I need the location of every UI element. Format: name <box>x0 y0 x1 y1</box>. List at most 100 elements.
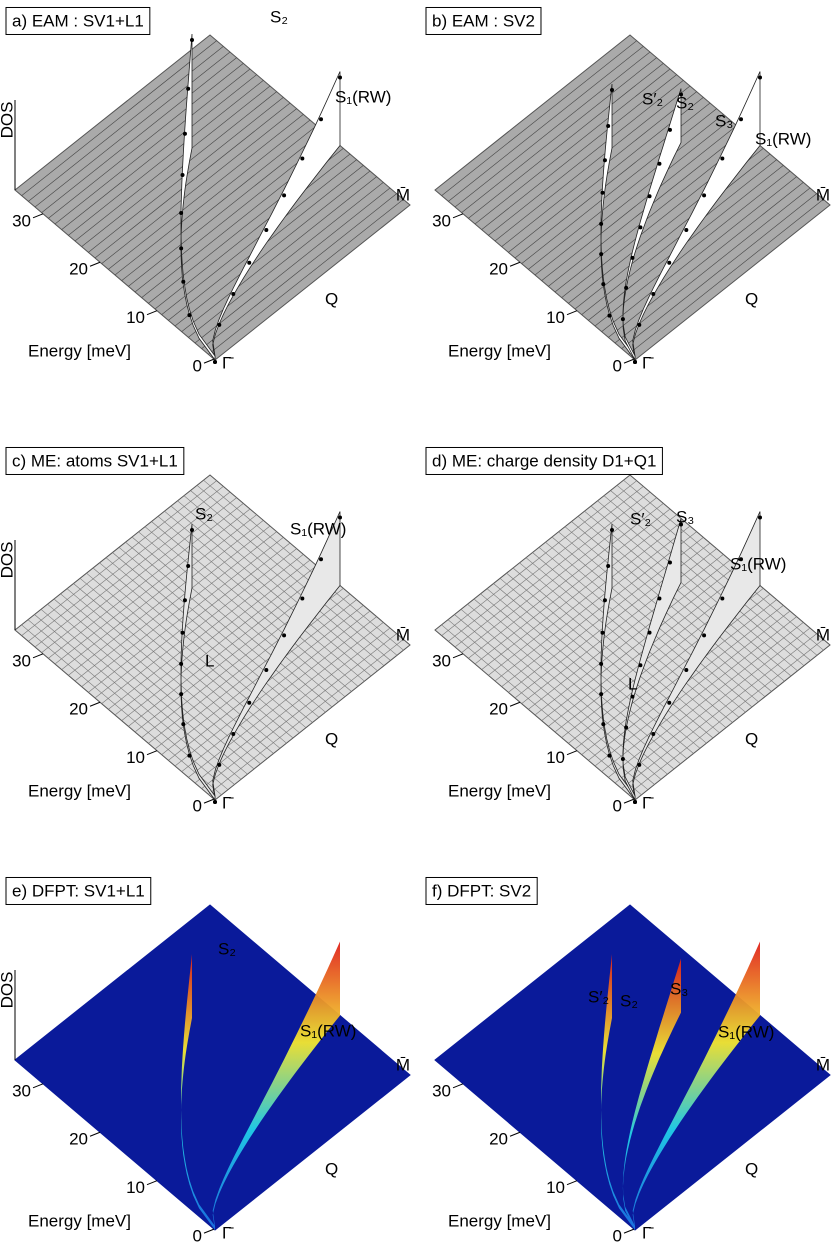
floor-line <box>594 170 791 327</box>
panel-label-box <box>425 446 663 475</box>
data-dot <box>651 292 656 297</box>
floor-line <box>614 187 811 344</box>
floor-line <box>92 567 294 739</box>
floor-line <box>40 609 242 780</box>
floor-line <box>616 485 818 656</box>
ridge <box>212 71 341 361</box>
panel: f) DFPT: SV2 30 20 10 0 Energy [meV] Q M̄ Γ̄ S′₂ S… <box>425 876 831 1246</box>
data-dot <box>181 722 186 727</box>
energy-tick-label: 20 <box>69 260 88 279</box>
floor-line <box>138 531 339 703</box>
energy-tick-label: 30 <box>432 211 451 230</box>
gamma-label: Γ̄ <box>222 353 234 372</box>
energy-tick-label: 30 <box>432 1081 451 1100</box>
floor-line <box>597 500 798 672</box>
energy-tick-label: 20 <box>69 700 88 719</box>
peak-label: S′₂ <box>588 987 609 1006</box>
data-dot <box>702 633 707 638</box>
ridge <box>632 71 761 361</box>
data-dot <box>720 156 725 161</box>
floor-line <box>60 593 261 765</box>
floor-line <box>112 552 313 723</box>
floor-line <box>118 547 320 718</box>
floor-line <box>53 598 255 770</box>
energy-tick-label: 0 <box>613 797 622 816</box>
energy-tick-label: 20 <box>489 1130 508 1149</box>
q-label: Q <box>325 729 338 748</box>
floor-line <box>448 46 644 202</box>
data-dot <box>610 88 614 92</box>
panel: c) ME: atoms SV1+L1 DOS 30 20 10 0 Energy [meV… <box>0 446 411 816</box>
panel-label: b) EAM : SV2 <box>432 11 535 30</box>
floor-line <box>480 593 681 765</box>
data-dot <box>638 663 643 668</box>
energy-tick-label: 30 <box>432 651 451 670</box>
data-dot <box>181 279 186 284</box>
floor-line <box>467 603 668 775</box>
data-dot <box>651 732 656 737</box>
data-dot <box>182 131 187 136</box>
floor-line <box>86 572 287 744</box>
floor-line <box>538 547 740 718</box>
floor <box>14 904 411 1231</box>
data-dot <box>190 528 194 532</box>
data-dot <box>179 661 184 666</box>
peak-label: S′₂ <box>642 89 663 108</box>
panel: e) DFPT: SV1+L1 DOS 30 20 10 0 Energy [meV] Q M̄… <box>0 876 411 1246</box>
floor-line <box>481 74 677 230</box>
energy-tick-label: 0 <box>193 797 202 816</box>
floor-line <box>512 567 714 739</box>
gamma-label: Γ̄ <box>642 793 654 812</box>
floor-line <box>541 125 737 281</box>
peak-label: S₂ <box>620 991 638 1010</box>
floor-line <box>493 583 694 754</box>
peak-label: S₃ <box>676 507 694 526</box>
ridge <box>180 33 216 362</box>
floor-line <box>151 521 352 692</box>
data-dot <box>657 161 662 166</box>
floor-line <box>460 609 662 780</box>
data-dot <box>231 732 236 737</box>
energy-tick <box>203 358 215 364</box>
data-dot <box>667 560 672 565</box>
data-dot <box>630 255 635 260</box>
floor-line <box>74 85 271 242</box>
peak-label: S₁(RW) <box>730 554 786 573</box>
ridge <box>212 941 340 1230</box>
data-dot <box>739 557 744 562</box>
m-label: M̄ <box>816 625 830 644</box>
floor-line <box>447 619 649 790</box>
data-dot <box>338 75 342 80</box>
data-dot <box>679 522 683 527</box>
floor-line <box>506 572 707 744</box>
ridge <box>622 88 682 361</box>
data-dot <box>607 753 612 758</box>
floor-line <box>99 562 300 734</box>
data-dot <box>300 156 305 161</box>
floor-line <box>590 505 792 677</box>
panel: a) EAM : SV1+L1 DOS 30 20 10 0 Energy [meV] Q M̄… <box>0 6 411 376</box>
data-dot <box>213 360 217 364</box>
floor-line <box>27 619 229 790</box>
energy-tick <box>89 701 101 707</box>
floor-line <box>525 557 727 728</box>
energy-tick <box>32 1083 44 1089</box>
panel-label: a) EAM : SV1+L1 <box>12 11 144 30</box>
floor-line <box>154 153 351 310</box>
ridge <box>600 523 636 802</box>
floor-line <box>174 170 371 327</box>
floor-line <box>610 490 811 661</box>
floor-line <box>441 40 637 196</box>
floor-line <box>21 624 222 796</box>
floor-line <box>628 199 824 355</box>
data-dot <box>264 228 269 233</box>
data-dot <box>338 515 342 520</box>
data-dot <box>600 190 605 195</box>
data-dot <box>702 193 707 198</box>
floor-line <box>623 479 824 651</box>
energy-label: Energy [meV] <box>448 781 551 800</box>
data-dot <box>179 246 184 251</box>
floor-line <box>521 108 717 264</box>
data-dot <box>319 557 324 562</box>
floor-line <box>183 495 385 666</box>
